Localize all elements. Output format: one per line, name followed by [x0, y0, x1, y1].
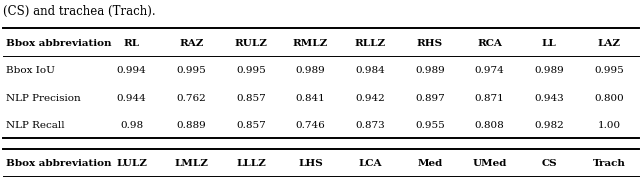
Text: 0.982: 0.982 [534, 121, 564, 130]
Text: 0.989: 0.989 [415, 66, 445, 75]
Text: 0.994: 0.994 [116, 66, 147, 75]
Text: 0.873: 0.873 [355, 121, 385, 130]
Text: 0.995: 0.995 [236, 66, 266, 75]
Text: RHS: RHS [417, 39, 443, 48]
Text: 0.871: 0.871 [475, 94, 504, 103]
Text: 0.841: 0.841 [296, 94, 325, 103]
Text: Med: Med [417, 159, 442, 168]
Text: LMLZ: LMLZ [174, 159, 208, 168]
Text: LAZ: LAZ [597, 39, 620, 48]
Text: RCA: RCA [477, 39, 502, 48]
Text: 0.989: 0.989 [296, 66, 325, 75]
Text: 0.955: 0.955 [415, 121, 445, 130]
Text: 0.800: 0.800 [594, 94, 624, 103]
Text: 0.984: 0.984 [355, 66, 385, 75]
Text: Bbox IoU: Bbox IoU [6, 66, 55, 75]
Text: 0.995: 0.995 [594, 66, 624, 75]
Text: Trach: Trach [593, 159, 625, 168]
Text: RLLZ: RLLZ [355, 39, 386, 48]
Text: LHS: LHS [298, 159, 323, 168]
Text: 0.995: 0.995 [177, 66, 206, 75]
Text: LL: LL [542, 39, 557, 48]
Text: LLLZ: LLLZ [236, 159, 266, 168]
Text: 0.943: 0.943 [534, 94, 564, 103]
Text: Bbox abbreviation: Bbox abbreviation [6, 39, 112, 48]
Text: 0.857: 0.857 [236, 121, 266, 130]
Text: 0.944: 0.944 [116, 94, 147, 103]
Text: RL: RL [124, 39, 140, 48]
Text: 0.746: 0.746 [296, 121, 325, 130]
Text: NLP Recall: NLP Recall [6, 121, 65, 130]
Text: LCA: LCA [358, 159, 382, 168]
Text: 0.974: 0.974 [475, 66, 504, 75]
Text: 0.808: 0.808 [475, 121, 504, 130]
Text: CS: CS [541, 159, 557, 168]
Text: Bbox abbreviation: Bbox abbreviation [6, 159, 112, 168]
Text: 0.942: 0.942 [355, 94, 385, 103]
Text: 0.989: 0.989 [534, 66, 564, 75]
Text: NLP Precision: NLP Precision [6, 94, 81, 103]
Text: RULZ: RULZ [234, 39, 268, 48]
Text: 1.00: 1.00 [597, 121, 620, 130]
Text: 0.897: 0.897 [415, 94, 445, 103]
Text: RAZ: RAZ [179, 39, 204, 48]
Text: LULZ: LULZ [116, 159, 147, 168]
Text: 0.889: 0.889 [177, 121, 206, 130]
Text: 0.762: 0.762 [177, 94, 206, 103]
Text: 0.857: 0.857 [236, 94, 266, 103]
Text: 0.98: 0.98 [120, 121, 143, 130]
Text: RMLZ: RMLZ [293, 39, 328, 48]
Text: UMed: UMed [472, 159, 507, 168]
Text: (CS) and trachea (Trach).: (CS) and trachea (Trach). [3, 5, 156, 18]
